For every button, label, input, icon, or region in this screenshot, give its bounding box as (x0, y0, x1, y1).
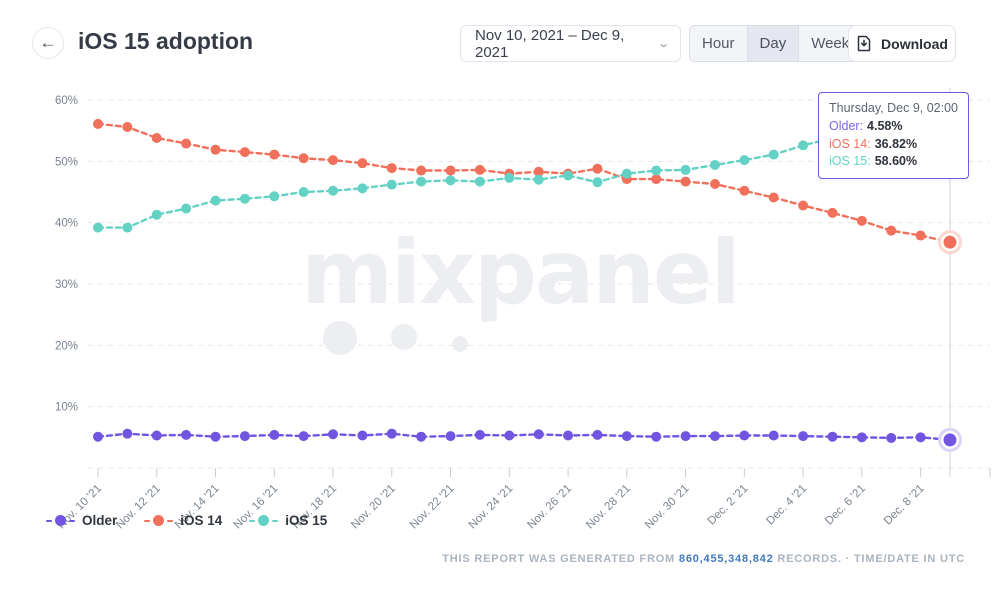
legend-item-ios14[interactable]: iOS 14 (144, 513, 222, 528)
granularity-day-button[interactable]: Day (747, 26, 800, 61)
svg-text:Nov. 20 '21: Nov. 20 '21 (349, 483, 398, 532)
tooltip-ios15-value: 58.60% (874, 153, 918, 168)
legend-ios14-label: iOS 14 (180, 513, 223, 528)
svg-text:mixpanel: mixpanel (301, 221, 739, 324)
chevron-down-icon: ⌄ (656, 38, 670, 50)
tooltip-older-value: 4.58% (867, 119, 903, 134)
download-button[interactable]: Download (848, 25, 956, 62)
download-icon (857, 35, 871, 52)
mixpanel-watermark: mixpanel (301, 221, 741, 355)
tooltip-row-ios14: iOS 14: 36.82% (829, 136, 958, 153)
legend-dash-icon (144, 519, 151, 522)
svg-text:Nov. 30 '21: Nov. 30 '21 (643, 483, 692, 532)
legend-dot-icon (153, 515, 165, 526)
tooltip-row-older: Older: 4.58% (829, 118, 958, 135)
date-range-label: Nov 10, 2021 – Dec 9, 2021 (475, 26, 625, 61)
legend-dash-icon (272, 519, 279, 522)
footer-suffix: RECORDS. · TIME/DATE IN UTC (773, 553, 965, 565)
tooltip-ios14-label: iOS 14: (829, 136, 871, 151)
legend-older-label: Older (82, 513, 118, 528)
tooltip-row-ios15: iOS 15: 58.60% (829, 153, 958, 170)
legend-item-ios15[interactable]: iOS 15 (249, 513, 327, 528)
svg-text:Dec. 6 '21: Dec. 6 '21 (823, 483, 868, 528)
tooltip-ios15-label: iOS 15: (829, 153, 871, 168)
legend-ios15-label: iOS 15 (285, 513, 328, 528)
svg-text:Nov. 28 '21: Nov. 28 '21 (584, 483, 633, 532)
svg-text:10%: 10% (55, 402, 78, 414)
svg-text:Nov. 22 '21: Nov. 22 '21 (408, 483, 457, 532)
svg-text:20%: 20% (55, 340, 78, 352)
report-footer: THIS REPORT WAS GENERATED FROM 860,455,3… (442, 553, 965, 565)
svg-text:40%: 40% (55, 218, 78, 230)
svg-text:Nov. 24 '21: Nov. 24 '21 (467, 483, 516, 532)
svg-text:60%: 60% (55, 95, 78, 107)
svg-text:Dec. 2 '21: Dec. 2 '21 (706, 483, 751, 528)
tooltip-date: Thursday, Dec 9, 02:00 (829, 101, 959, 115)
svg-text:30%: 30% (55, 279, 78, 291)
back-button[interactable]: ← (32, 27, 64, 59)
date-range-selector[interactable]: Nov 10, 2021 – Dec 9, 2021 ⌄ (460, 25, 681, 62)
legend-item-older[interactable]: Older (46, 513, 117, 528)
svg-text:Nov. 26 '21: Nov. 26 '21 (525, 483, 574, 532)
svg-text:50%: 50% (55, 156, 78, 168)
footer-prefix: THIS REPORT WAS GENERATED FROM (442, 553, 679, 565)
svg-text:Dec. 8 '21: Dec. 8 '21 (882, 483, 927, 528)
granularity-hour-button[interactable]: Hour (690, 26, 748, 61)
chart-legend: Older iOS 14 iOS 15 (46, 513, 327, 528)
legend-dot-icon (258, 515, 270, 526)
download-label: Download (881, 35, 948, 52)
tooltip-older-label: Older: (829, 119, 864, 134)
legend-dash-icon (69, 519, 75, 522)
back-arrow-icon: ← (39, 33, 57, 52)
svg-text:Dec. 4 '21: Dec. 4 '21 (764, 483, 809, 528)
legend-dash-icon (167, 519, 174, 522)
legend-dash-icon (46, 519, 52, 522)
page-title: iOS 15 adoption (78, 28, 254, 54)
legend-dot-icon (55, 515, 66, 526)
tooltip-ios14-value: 36.82% (874, 136, 918, 151)
chart-tooltip: Thursday, Dec 9, 02:00 Older: 4.58% iOS 1… (818, 92, 970, 179)
legend-dash-icon (249, 519, 256, 522)
records-count: 860,455,348,842 (678, 553, 774, 565)
granularity-toggle: Hour Day Week (689, 25, 863, 62)
